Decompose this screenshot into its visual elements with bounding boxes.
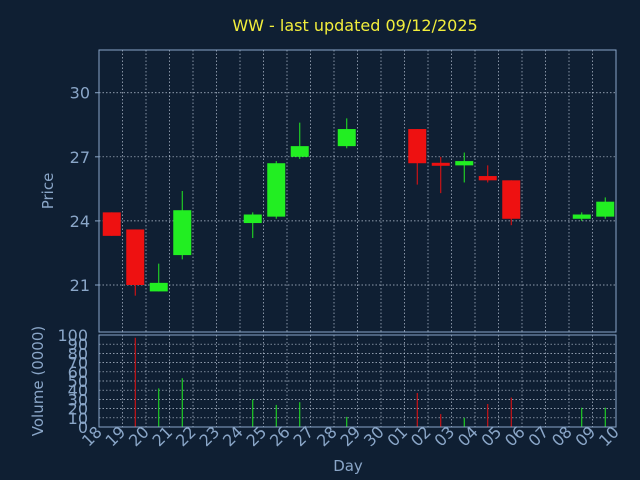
candle-09 [596,197,615,219]
candle-body [173,210,192,256]
candles [102,118,615,296]
candle-05 [502,180,521,226]
x-axis-label: Day [333,457,363,475]
candle-body [455,161,474,166]
candle-19 [126,229,145,296]
candle-04 [478,165,497,183]
volume-tick-label: 10 [68,409,88,428]
price-panel-frame [98,49,617,333]
candle-body [243,214,262,224]
volume-tick-label: 70 [68,354,88,373]
candle-body [502,180,521,219]
candle-20 [149,263,168,292]
candle-body [572,214,591,219]
volume-tick-label: 60 [68,363,88,382]
volume-tick-label: 80 [68,344,88,363]
candle-body [478,176,497,181]
volume-tick-label: 0 [78,418,88,437]
volume-tick-label: 90 [68,335,88,354]
candle-body [337,129,356,147]
candle-body [126,229,145,285]
volume-grid [99,335,616,427]
candle-body [102,212,121,236]
candle-28 [337,118,356,149]
volume-axis-label: Volume (0000) [29,326,47,436]
candle-26 [290,122,309,159]
price-tick-labels: 21 24 27 30 [70,84,99,295]
price-tick-label: 21 [70,276,90,295]
candle-08 [572,212,591,221]
volume-tick-label: 100 [57,326,88,345]
price-tick-label: 30 [70,84,90,103]
candle-body [408,129,427,164]
candle-body [290,146,309,157]
volume-tick-label: 40 [68,381,88,400]
candle-25 [267,161,286,219]
y-axis-label: Price [39,173,57,210]
candle-02 [431,156,450,194]
price-tick-label: 27 [70,148,90,167]
volume-bars [134,337,606,427]
price-grid [99,50,616,332]
price-tick-label: 24 [70,212,90,231]
candle-body [431,162,450,166]
candle-body [596,201,615,217]
candle-24 [243,212,262,238]
volume-tick-label: 50 [68,372,88,391]
x-tick-labels: 1819202122232425262728293001020304050607… [78,422,623,450]
candle-18 [102,212,121,236]
candle-01 [408,129,427,185]
candle-body [149,282,168,292]
candle-03 [455,152,474,183]
volume-panel-frame [98,334,617,428]
candle-21 [173,191,192,260]
chart-title: WW - last updated 09/12/2025 [232,16,477,35]
volume-tick-label: 20 [68,400,88,419]
volume-tick-label: 30 [68,390,88,409]
candle-body [267,163,286,217]
